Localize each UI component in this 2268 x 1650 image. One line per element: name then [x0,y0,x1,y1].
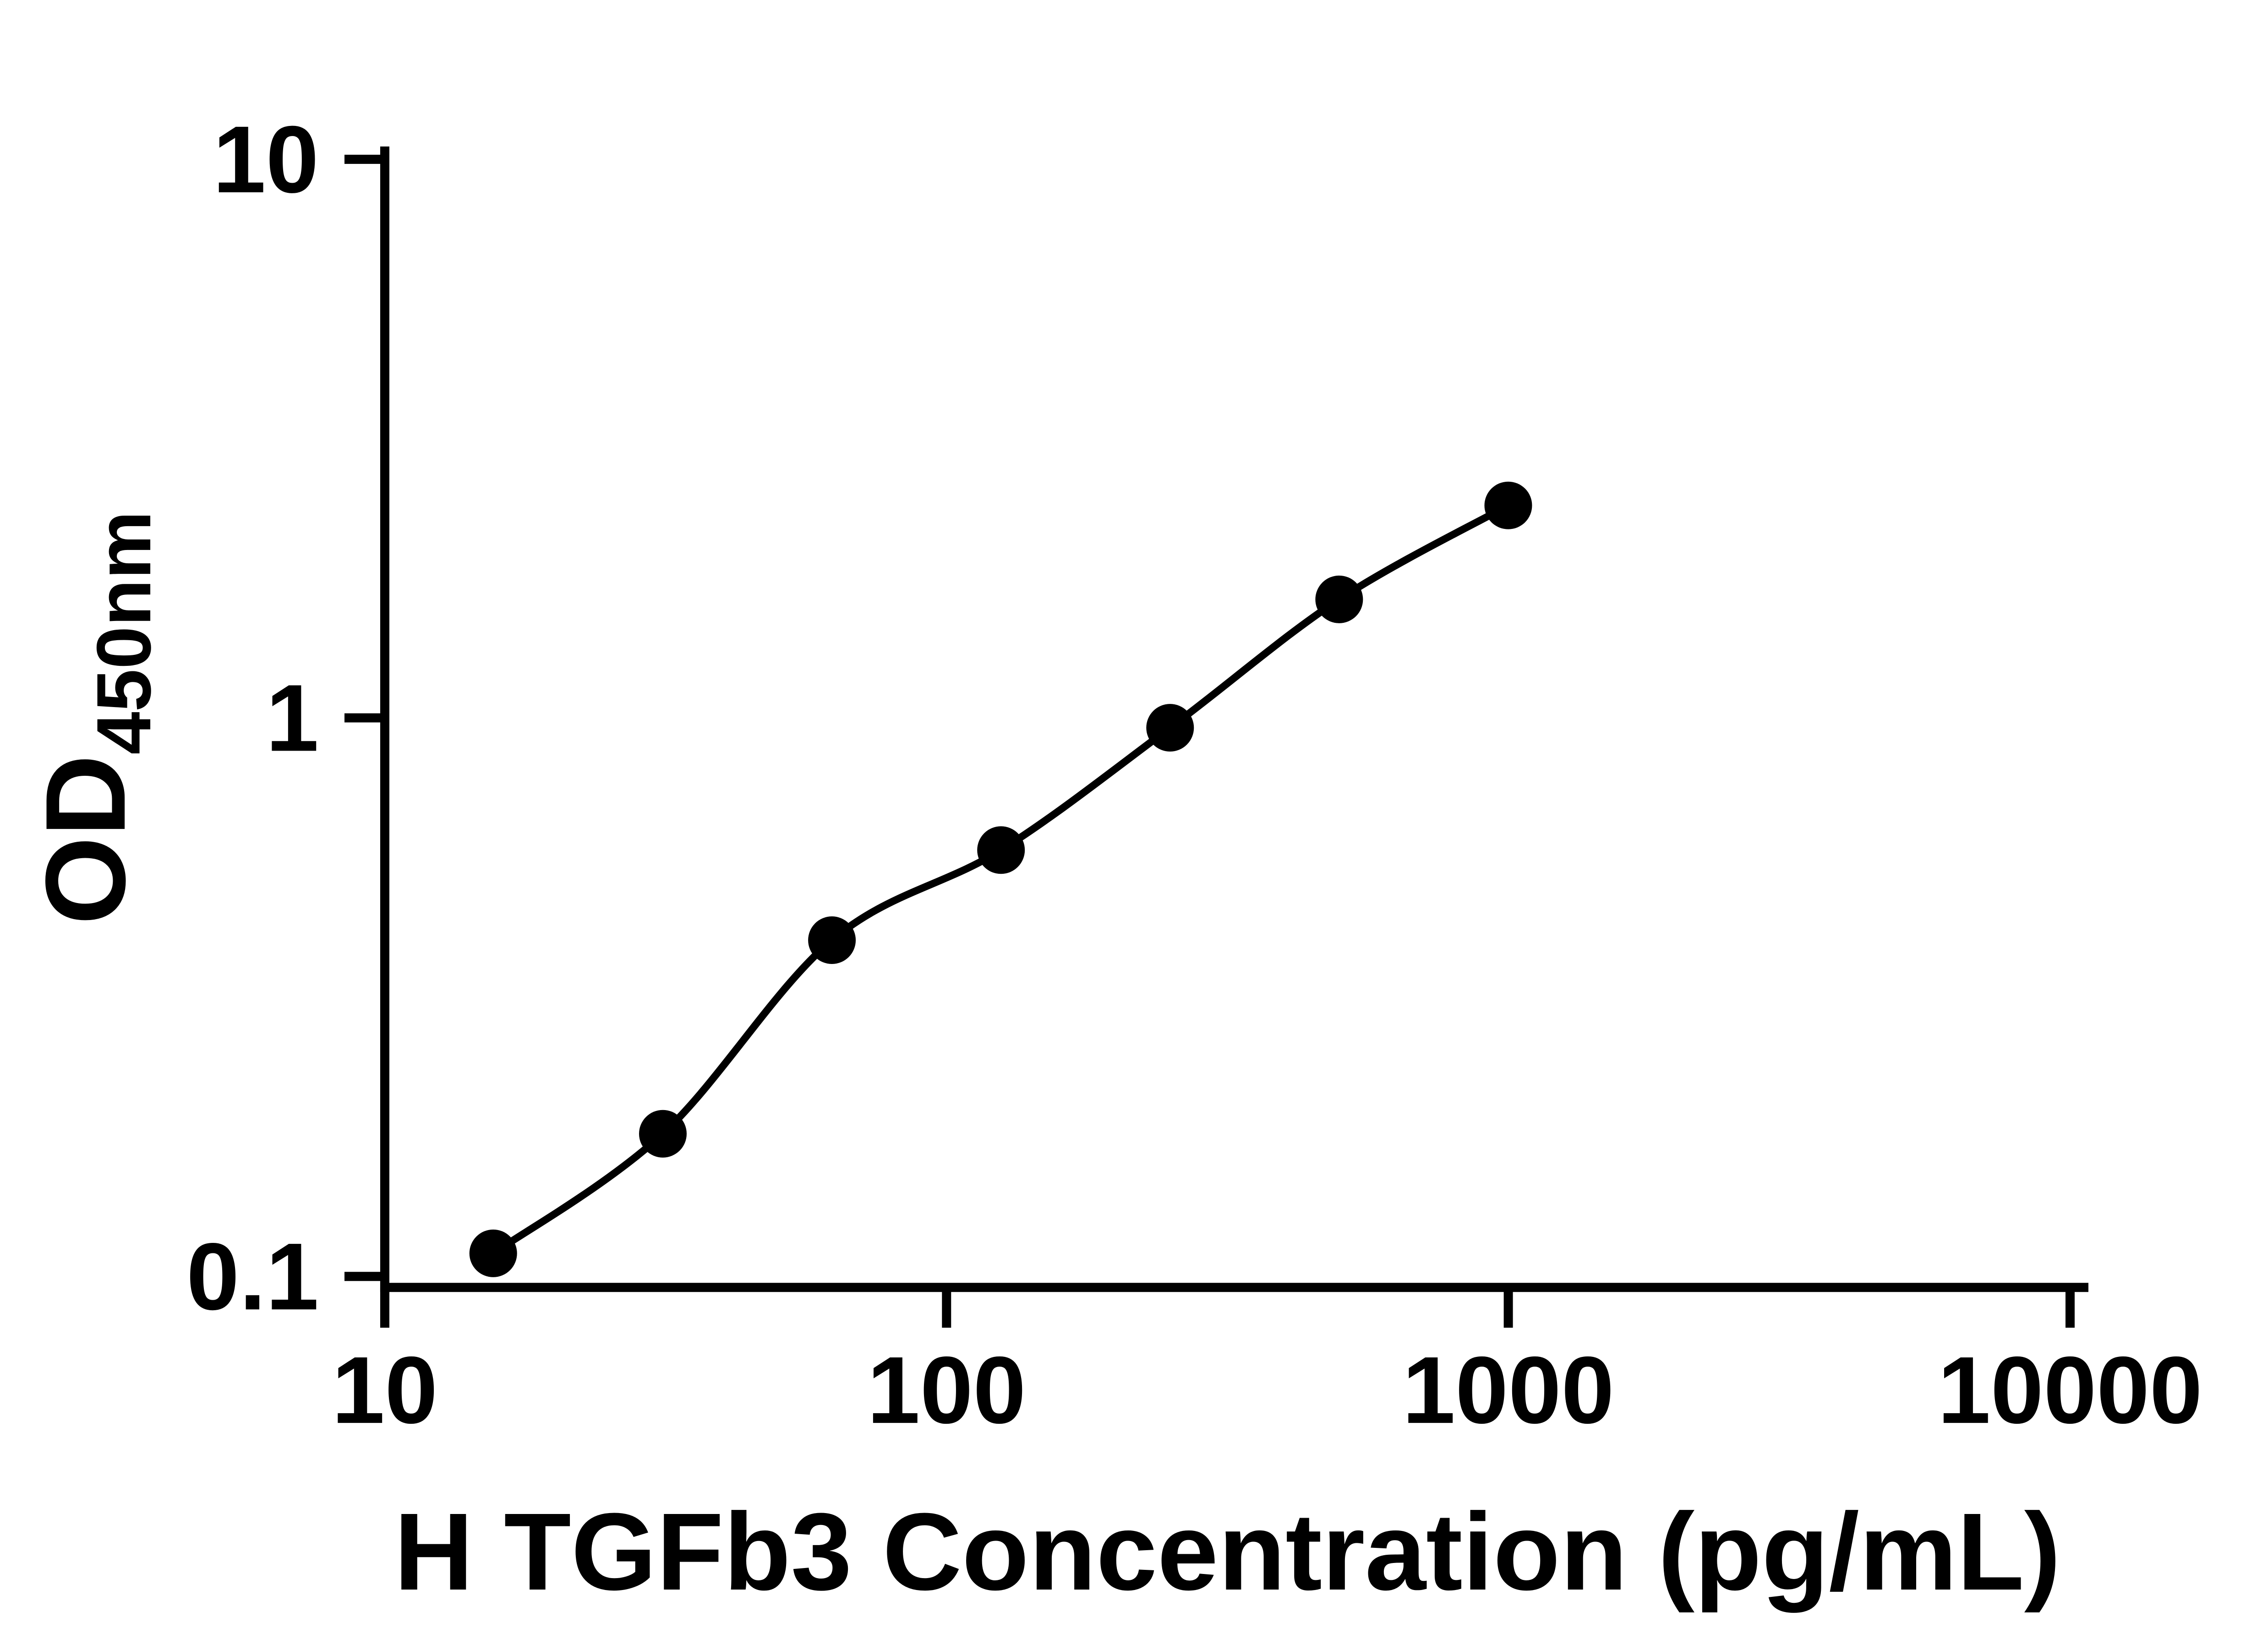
data-point [1146,704,1194,752]
data-point [1315,575,1363,623]
data-point [639,1110,687,1158]
y-axis-tick-label: 10 [213,107,319,213]
y-axis-tick-label: 1 [266,665,319,772]
data-point [977,826,1025,874]
x-axis-tick-label: 100 [867,1337,1026,1443]
axes [380,146,2088,1292]
data-point [808,916,856,964]
y-axis-title-subscript: 450nm [81,511,167,755]
data-point [1484,481,1532,529]
x-axis-tick-label: 10 [332,1337,437,1443]
y-axis-title-main: OD [22,755,149,925]
x-axis-title: H TGFb3 Concentration (pg/mL) [394,1490,2061,1613]
y-axis-tick-label: 0.1 [186,1224,319,1330]
x-axis-tick-label: 1000 [1402,1337,1614,1443]
y-axis-title: OD450nm [22,511,167,925]
x-axis-tick-label: 10000 [1938,1337,2202,1443]
data-point [469,1229,517,1277]
axis-ticks [344,154,2075,1328]
data-points [469,481,1532,1277]
axis-tick-labels: 10 100 1000 10000 10 1 0.1 [186,107,2202,1443]
